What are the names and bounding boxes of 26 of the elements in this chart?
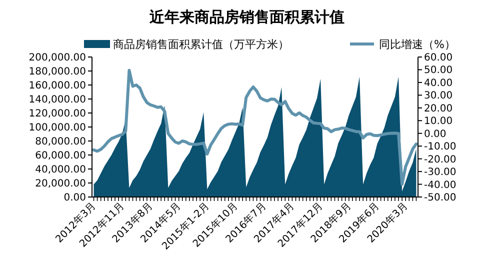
y-tick-label: 80,000.00 bbox=[35, 136, 86, 148]
y-tick-label: 40,000.00 bbox=[35, 164, 86, 176]
title: 近年来商品房销售面积累计值 bbox=[150, 8, 344, 26]
y-tick-label: 60,000.00 bbox=[35, 150, 86, 162]
y-tick-label: 20,000.00 bbox=[35, 178, 86, 190]
y-tick-label: 180,000.00 bbox=[28, 66, 86, 78]
y2-tick-label: 0.00 bbox=[424, 128, 446, 140]
y2-tick-label: 50.00 bbox=[424, 65, 453, 76]
y-tick-label: 200,000.00 bbox=[28, 52, 86, 64]
y2-tick-label: 40.00 bbox=[424, 78, 453, 89]
y2-tick-label: 10.00 bbox=[424, 116, 453, 128]
y2-tick-label: -30.00 bbox=[424, 167, 456, 178]
y2-tick-label: 30.00 bbox=[424, 90, 453, 102]
y2-tick-label: -10.00 bbox=[424, 142, 456, 153]
y-tick-label: 140,000.00 bbox=[28, 94, 86, 106]
y2-tick-label: 60.00 bbox=[424, 52, 453, 64]
y2-tick-label: -40.00 bbox=[424, 180, 456, 191]
y-tick-label: 120,000.00 bbox=[28, 108, 86, 120]
y-tick-label: 160,000.00 bbox=[28, 80, 86, 92]
y-tick-label: 0.00 bbox=[64, 192, 86, 204]
legend-label: 商品房销售面积累计值（万平方米） bbox=[113, 38, 289, 51]
y2-tick-label: 20.00 bbox=[424, 103, 453, 114]
y2-tick-label: -50.00 bbox=[424, 192, 456, 204]
legend-label: 同比增速（%） bbox=[379, 38, 456, 51]
y-tick-label: 100,000.00 bbox=[28, 122, 86, 134]
y2-tick-label: -20.00 bbox=[424, 154, 456, 166]
